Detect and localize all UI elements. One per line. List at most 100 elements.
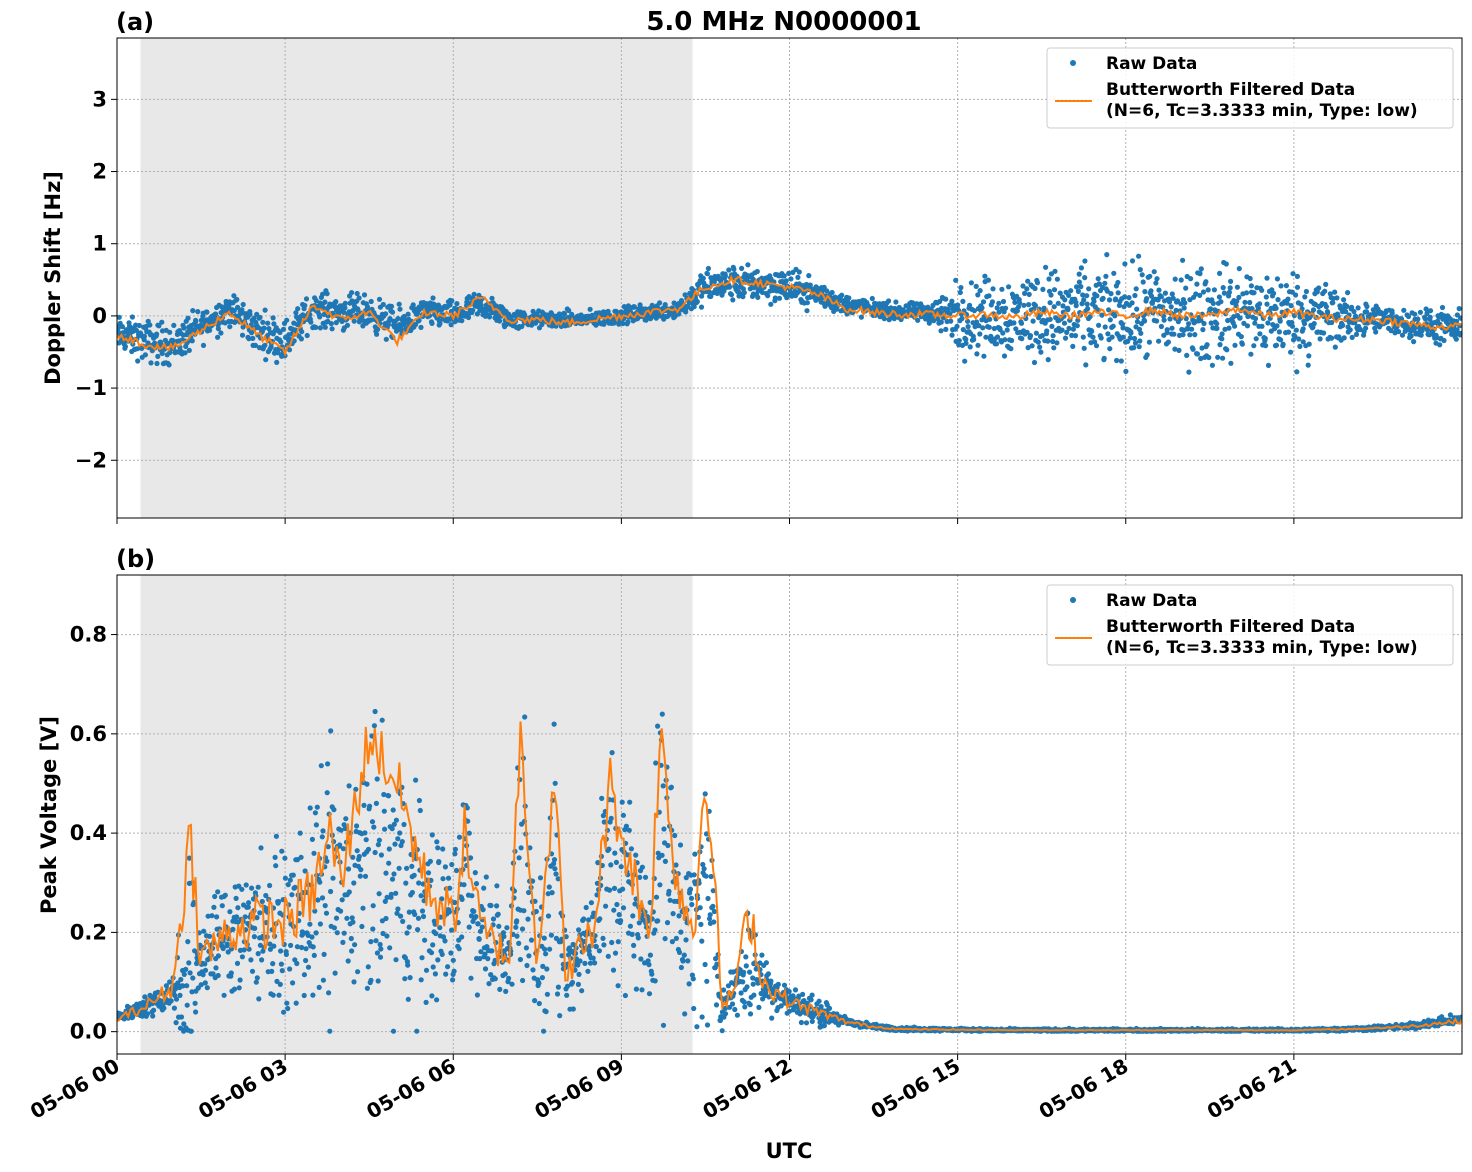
raw-data-point xyxy=(713,956,719,962)
raw-data-point xyxy=(237,977,243,983)
chart-title: 5.0 MHz N0000001 xyxy=(646,7,921,37)
raw-data-point xyxy=(816,998,822,1004)
raw-data-point xyxy=(418,893,424,899)
raw-data-point xyxy=(759,289,766,295)
raw-data-point xyxy=(1215,354,1221,360)
raw-data-point xyxy=(383,336,389,342)
raw-data-point xyxy=(677,842,684,848)
raw-data-point xyxy=(259,898,265,905)
raw-data-point xyxy=(433,930,439,937)
raw-data-point xyxy=(155,353,161,359)
raw-data-point xyxy=(397,830,403,836)
raw-data-point xyxy=(414,1028,420,1034)
raw-data-point xyxy=(228,946,234,952)
raw-data-point xyxy=(482,951,488,957)
raw-data-point xyxy=(422,937,428,943)
raw-data-point xyxy=(234,914,240,920)
raw-data-point xyxy=(284,317,290,323)
raw-data-point xyxy=(756,1004,762,1011)
raw-data-point xyxy=(279,968,285,974)
raw-data-point xyxy=(204,309,210,315)
raw-data-point xyxy=(781,273,787,279)
raw-data-point xyxy=(263,357,269,363)
raw-data-point xyxy=(454,301,460,307)
raw-data-point xyxy=(1148,293,1155,299)
raw-data-point xyxy=(1153,280,1159,286)
raw-data-point xyxy=(451,968,457,974)
raw-data-point xyxy=(148,360,154,366)
raw-data-point xyxy=(215,953,221,959)
raw-data-point xyxy=(1047,300,1053,306)
raw-data-point xyxy=(1257,301,1263,307)
raw-data-point xyxy=(581,916,587,922)
raw-data-point xyxy=(215,334,221,340)
raw-data-point xyxy=(1198,266,1204,272)
raw-data-point xyxy=(167,329,173,335)
raw-data-point xyxy=(587,306,593,312)
raw-data-point xyxy=(683,875,689,881)
raw-data-point xyxy=(1006,284,1012,290)
raw-data-point xyxy=(370,903,376,909)
raw-data-point xyxy=(142,352,148,358)
raw-data-point xyxy=(411,872,417,878)
raw-data-point xyxy=(1302,294,1308,300)
raw-data-point xyxy=(449,298,455,304)
raw-data-point xyxy=(446,909,452,915)
raw-data-point xyxy=(1278,283,1284,289)
raw-data-point xyxy=(1122,294,1128,300)
raw-data-point xyxy=(1169,325,1175,331)
raw-data-point xyxy=(252,342,258,348)
raw-data-point xyxy=(1456,306,1462,312)
raw-data-point xyxy=(620,886,626,892)
raw-data-point xyxy=(474,992,480,998)
raw-data-point xyxy=(1284,300,1290,306)
raw-data-point xyxy=(185,939,191,945)
raw-data-point xyxy=(303,946,309,952)
raw-data-point xyxy=(585,968,591,974)
raw-data-point xyxy=(1030,318,1036,324)
raw-data-point xyxy=(639,987,645,993)
raw-data-point xyxy=(1298,301,1304,307)
raw-data-point xyxy=(247,311,253,318)
raw-data-point xyxy=(181,1021,187,1027)
raw-data-point xyxy=(618,864,624,870)
raw-data-point xyxy=(321,951,327,958)
raw-data-point xyxy=(1296,336,1302,342)
raw-data-point xyxy=(362,873,369,879)
raw-data-point xyxy=(539,975,546,981)
raw-data-point xyxy=(322,324,328,330)
raw-data-point xyxy=(135,358,141,364)
raw-data-point xyxy=(1059,327,1065,333)
raw-data-point xyxy=(808,997,814,1003)
raw-data-point xyxy=(477,956,483,962)
raw-data-point xyxy=(1167,316,1173,322)
raw-data-point xyxy=(956,338,962,344)
raw-data-point xyxy=(256,996,262,1002)
raw-data-point xyxy=(328,888,334,895)
raw-data-point xyxy=(1252,316,1259,322)
raw-data-point xyxy=(685,958,691,964)
raw-data-point xyxy=(628,846,635,852)
raw-data-point xyxy=(1177,308,1183,314)
raw-data-point xyxy=(435,302,442,308)
raw-data-point xyxy=(631,953,637,959)
raw-data-point xyxy=(758,990,764,997)
raw-data-point xyxy=(994,334,1001,340)
raw-data-point xyxy=(1120,334,1126,340)
raw-data-point xyxy=(740,294,746,300)
raw-data-point xyxy=(1134,306,1140,312)
raw-data-point xyxy=(1316,285,1322,291)
raw-data-point xyxy=(690,976,696,982)
raw-data-point xyxy=(310,992,316,998)
raw-data-point xyxy=(367,803,373,809)
raw-data-point xyxy=(989,299,996,305)
raw-data-point xyxy=(1137,267,1143,273)
raw-data-point xyxy=(632,901,638,907)
raw-data-point xyxy=(265,320,271,326)
raw-data-point xyxy=(582,960,588,967)
raw-data-point xyxy=(1219,336,1225,342)
raw-data-point xyxy=(886,298,892,304)
raw-data-point xyxy=(1224,347,1230,353)
raw-data-point xyxy=(313,297,319,304)
raw-data-point xyxy=(1011,320,1017,326)
